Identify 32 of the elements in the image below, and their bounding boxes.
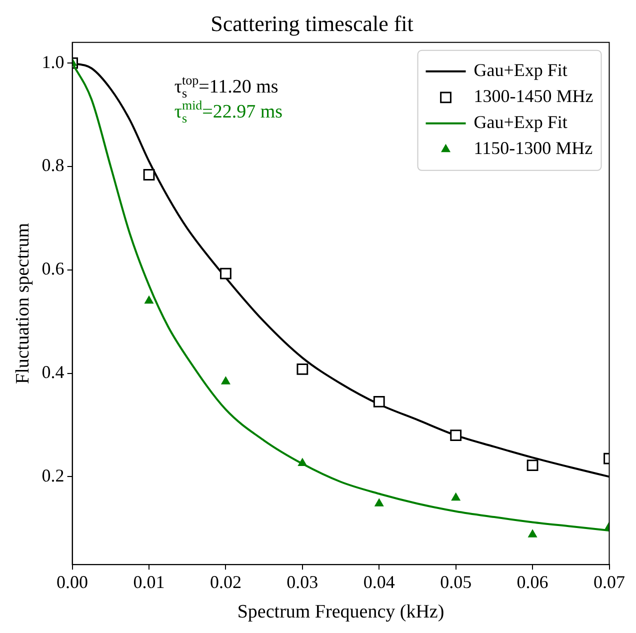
- x-tick-label: 0.03: [286, 572, 318, 592]
- legend-label: Gau+Exp Fit: [474, 60, 568, 80]
- x-tick-label: 0.07: [594, 572, 625, 592]
- point: [144, 296, 154, 304]
- legend-label: 1150-1300 MHz: [474, 138, 593, 158]
- point: [526, 460, 538, 472]
- y-tick-label: 0.6: [42, 258, 64, 279]
- y-tick-label: 0.4: [42, 362, 64, 382]
- point: [221, 376, 230, 384]
- y-tick-label: 0.8: [42, 155, 64, 176]
- point: [220, 268, 232, 280]
- legend-label: Gau+Exp Fit: [474, 112, 568, 132]
- point: [143, 169, 155, 180]
- point: [528, 530, 537, 538]
- point: [373, 396, 385, 408]
- x-axis-title: Spectrum Frequency (kHz): [237, 602, 444, 623]
- point: [450, 430, 462, 442]
- point: [296, 363, 308, 375]
- x-tick-label: 0.01: [133, 572, 165, 592]
- x-tick-label: 0.05: [440, 572, 472, 592]
- y-tick-label: 1.0: [42, 52, 64, 72]
- point: [298, 458, 307, 466]
- point: [374, 498, 384, 506]
- x-tick-label: 0.00: [56, 572, 88, 592]
- chart-title: Scattering timescale fit: [210, 10, 414, 36]
- y-tick-label: 0.2: [42, 465, 64, 486]
- point: [451, 492, 460, 501]
- x-tick-label: 0.04: [363, 572, 395, 592]
- x-tick-label: 0.06: [516, 572, 548, 592]
- x-tick-label: 0.02: [210, 572, 242, 592]
- legend-label: 1300-1450 MHz: [474, 86, 594, 106]
- y-axis-title: Fluctuation spectrum: [12, 222, 34, 384]
